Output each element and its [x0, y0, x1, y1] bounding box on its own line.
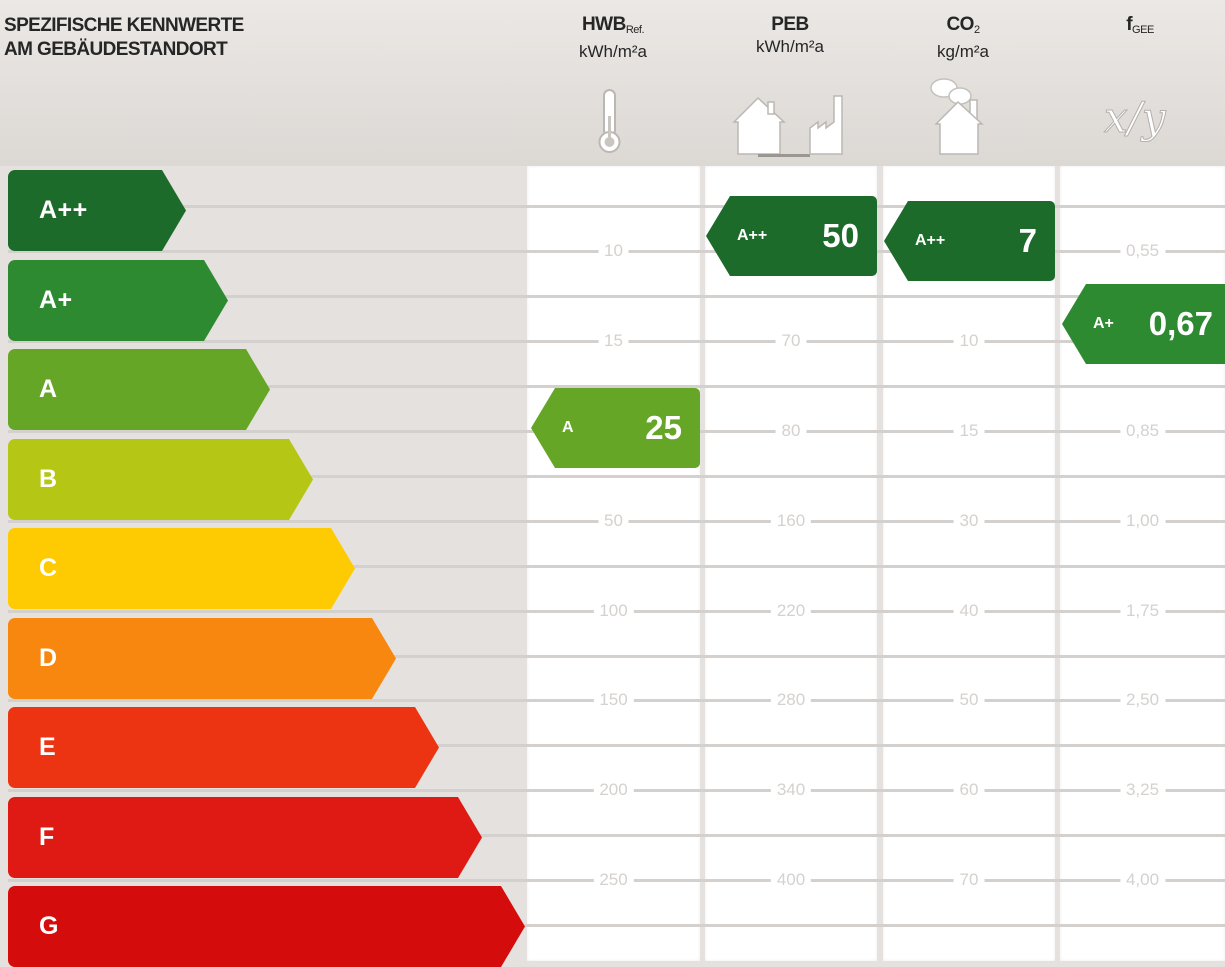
rating-marker-co2: A++ 7: [884, 201, 1055, 281]
class-bar-label: G: [39, 912, 59, 940]
house-smoke-icon: [930, 78, 984, 155]
column-header-hwb: HWBRef. kWh/m²a: [533, 14, 693, 63]
tick-label-hwb: 200: [593, 780, 634, 800]
tick-label-co2: 70: [953, 870, 985, 890]
column-header-peb: PEB kWh/m²a: [710, 14, 870, 58]
peb-unit: kWh/m²a: [756, 37, 824, 56]
tick-label-fgee: 0,55: [1119, 241, 1166, 261]
class-bar-label: A: [39, 375, 58, 403]
tick-label-peb: 70: [775, 331, 807, 351]
rating-marker-fgee: A+ 0,67: [1062, 284, 1225, 364]
class-bar-aplus: A+: [8, 260, 228, 341]
tick-label-co2: 50: [953, 690, 985, 710]
rating-value-co2: 7: [1018, 222, 1037, 259]
tick-label-hwb: 100: [593, 601, 634, 621]
tick-label-fgee: 3,25: [1119, 780, 1166, 800]
tick-label-hwb: 150: [593, 690, 634, 710]
column-peb: [705, 166, 877, 961]
column-header-co2: CO2 kg/m²a: [888, 14, 1038, 63]
class-bar-f: F: [8, 797, 482, 878]
class-bar-label: C: [39, 554, 58, 582]
co2-name: CO: [946, 14, 974, 35]
tick-label-fgee: 2,50: [1119, 690, 1166, 710]
house-factory-icon: [732, 95, 843, 157]
tick-label-fgee: 4,00: [1119, 870, 1166, 890]
co2-name-sub: 2: [973, 24, 980, 36]
class-bar-label: D: [39, 644, 58, 672]
tick-label-co2: 10: [953, 331, 985, 351]
class-bar-c: C: [8, 528, 355, 609]
scale-gridline: [8, 744, 1225, 747]
tick-label-fgee: 1,75: [1119, 601, 1166, 621]
tick-label-peb: 280: [770, 690, 812, 710]
fgee-name: f: [1126, 14, 1133, 35]
thermometer-icon: [598, 89, 621, 153]
class-bar-g: G: [8, 886, 525, 967]
rating-value-hwb: 25: [645, 409, 682, 446]
column-hwb: [527, 166, 700, 961]
tick-label-hwb: 50: [598, 511, 629, 531]
tick-label-co2: 60: [953, 780, 985, 800]
scale-gridline: [8, 834, 1225, 837]
rating-class-fgee: A+: [1093, 315, 1114, 332]
tick-label-hwb: 10: [598, 241, 629, 261]
rating-value-fgee: 0,67: [1148, 305, 1213, 342]
class-bar-label: A++: [39, 196, 88, 224]
tick-label-fgee: 0,85: [1119, 421, 1166, 441]
rating-marker-peb: A++ 50: [706, 196, 877, 276]
scale-gridline: [8, 205, 1225, 208]
tick-label-peb: 400: [770, 870, 812, 890]
fgee-name-sub: GEE: [1132, 24, 1154, 36]
class-bar-aplusplus: A++: [8, 170, 186, 251]
class-bar-b: B: [8, 439, 313, 520]
rating-marker-hwb: A 25: [531, 388, 700, 468]
hwb-unit: kWh/m²a: [579, 42, 647, 61]
class-bar-d: D: [8, 618, 396, 699]
ratio-icon-text: x/y: [1104, 93, 1167, 142]
scale-gridline: [8, 385, 1225, 388]
hwb-name-sub: Ref.: [625, 24, 645, 36]
co2-unit: kg/m²a: [937, 42, 989, 61]
scale-gridline: [8, 475, 1225, 478]
tick-label-peb: 340: [770, 780, 812, 800]
rating-class-peb: A++: [737, 227, 768, 244]
title-line-2: AM GEBÄUDESTANDORT: [4, 39, 228, 60]
class-bar-a: A: [8, 349, 270, 430]
class-bar-label: E: [39, 733, 57, 761]
tick-label-hwb: 15: [598, 331, 629, 351]
scale-gridline: [8, 295, 1225, 298]
tick-label-peb: 220: [770, 601, 812, 621]
tick-label-co2: 30: [953, 511, 985, 531]
scale-gridline: [8, 655, 1225, 658]
column-co2: [883, 166, 1055, 961]
tick-label-co2: 15: [953, 421, 985, 441]
class-bar-label: B: [39, 465, 58, 493]
rating-class-co2: A++: [915, 232, 946, 249]
page-title: SPEZIFISCHE KENNWERTE AM GEBÄUDESTANDORT: [4, 14, 244, 62]
tick-label-fgee: 1,00: [1119, 511, 1166, 531]
peb-name: PEB: [771, 14, 809, 35]
rating-value-peb: 50: [822, 217, 859, 254]
hwb-name: HWB: [581, 14, 626, 35]
class-bar-e: E: [8, 707, 439, 788]
tick-label-co2: 40: [953, 601, 985, 621]
ratio-icon: x/y: [1104, 93, 1168, 143]
rating-class-hwb: A: [562, 419, 574, 436]
column-header-fgee: fGEE: [1065, 14, 1215, 41]
title-line-1: SPEZIFISCHE KENNWERTE: [4, 15, 244, 36]
class-bar-label: F: [39, 823, 55, 851]
scale-gridline: [8, 565, 1225, 568]
scale-gridline: [8, 924, 1225, 927]
class-bar-label: A+: [39, 286, 73, 314]
tick-label-peb: 160: [770, 511, 812, 531]
tick-label-hwb: 250: [593, 870, 634, 890]
tick-label-peb: 80: [775, 421, 807, 441]
